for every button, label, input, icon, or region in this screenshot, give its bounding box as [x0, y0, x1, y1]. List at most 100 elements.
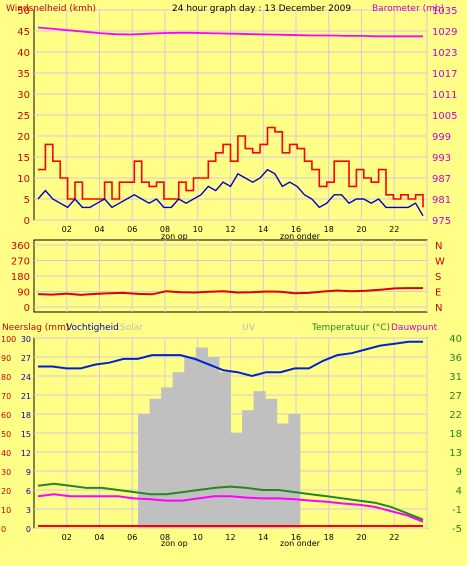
x-tick-label: 20: [356, 533, 366, 542]
y-tick-left: 60: [1, 411, 11, 420]
humidity-axis-title: Vochtigheid: [66, 323, 119, 333]
y-tick-left: 0: [24, 216, 30, 227]
wind-direction-line: [37, 287, 423, 296]
solar-label: Solar: [120, 323, 143, 333]
temperature-axis-title: Temperatuur (°C): [311, 323, 390, 333]
x-tick-label: 14: [258, 225, 268, 234]
y-tick-right: 993: [432, 153, 451, 164]
y-tick-right: 975: [432, 216, 451, 227]
uv-label: UV: [242, 323, 256, 333]
solar-bar: [195, 347, 208, 528]
y-tick-right: 13: [449, 448, 462, 459]
y-tick-right: 987: [432, 174, 451, 185]
solar-bar: [218, 372, 231, 528]
y-tick-left: 40: [17, 48, 30, 59]
x-tick-label: 06: [127, 533, 137, 542]
x-tick-label: 14: [258, 533, 268, 542]
x-tick-label: 10: [193, 225, 203, 234]
y-tick-right: -5: [452, 524, 462, 535]
y-tick-right: 1035: [432, 6, 457, 17]
solar-bar: [161, 387, 174, 528]
y-tick-right: 1029: [432, 27, 457, 38]
solar-bar: [207, 357, 220, 528]
y-tick-left: 270: [11, 257, 30, 268]
x-tick-label: 04: [94, 533, 104, 542]
y-tick-right: N: [435, 241, 442, 252]
y-tick-left2: 21: [21, 392, 31, 401]
x-tick-label: 12: [225, 225, 235, 234]
y-tick-left2: 9: [26, 468, 31, 477]
y-tick-left: 25: [17, 111, 30, 122]
y-tick-right: W: [435, 257, 445, 268]
y-tick-left2: 0: [26, 525, 31, 534]
y-tick-right: -1: [452, 505, 462, 516]
y-tick-left: 45: [17, 27, 30, 38]
y-tick-left2: 15: [21, 430, 31, 439]
sunrise-label-bottom: zon op: [161, 539, 188, 548]
x-tick-label: 16: [291, 225, 301, 234]
y-tick-left: 20: [1, 487, 11, 496]
y-tick-left: 20: [17, 132, 30, 143]
solar-bar: [265, 398, 278, 528]
x-tick-label: 18: [324, 533, 334, 542]
y-tick-right: 40: [449, 334, 462, 345]
y-tick-right: 1005: [432, 111, 457, 122]
y-tick-right: 1023: [432, 48, 457, 59]
y-tick-left2: 3: [26, 506, 31, 515]
y-tick-left: 0: [24, 303, 30, 314]
y-tick-right: 31: [449, 372, 462, 383]
x-tick-label: 12: [225, 533, 235, 542]
y-tick-left2: 24: [21, 373, 31, 382]
x-tick-label: 02: [62, 533, 72, 542]
x-tick-label: 08: [160, 225, 170, 234]
y-tick-left: 0: [1, 525, 6, 534]
y-tick-right: 1011: [432, 90, 457, 101]
solar-bar: [288, 414, 301, 528]
y-tick-left: 15: [17, 153, 30, 164]
y-tick-right: 1017: [432, 69, 457, 80]
y-tick-left: 10: [1, 506, 11, 515]
x-tick-label: 16: [291, 533, 301, 542]
y-tick-left: 360: [11, 241, 30, 252]
solar-bar: [138, 414, 151, 528]
y-tick-left: 50: [17, 6, 30, 17]
y-tick-right: 36: [449, 353, 462, 364]
solar-bar: [184, 357, 197, 528]
dewpoint-line: [37, 493, 424, 523]
y-tick-right: S: [435, 272, 441, 283]
barometer-line: [37, 26, 423, 38]
x-tick-label: 08: [160, 533, 170, 542]
series-lines: [37, 26, 424, 527]
y-tick-left: 50: [1, 430, 11, 439]
solar-bar: [230, 433, 243, 528]
y-tick-left: 100: [1, 335, 16, 344]
y-tick-left: 30: [1, 468, 11, 477]
rain-axis-title: Neerslag (mm): [2, 323, 69, 333]
x-tick-label: 18: [324, 225, 334, 234]
y-tick-right: 4: [456, 486, 462, 497]
y-tick-left: 30: [17, 90, 30, 101]
y-tick-left2: 18: [21, 411, 31, 420]
sunset-label-bottom: zon onder: [280, 539, 321, 548]
solar-bar: [172, 372, 185, 528]
y-tick-left: 80: [1, 373, 11, 382]
y-tick-right: 981: [432, 195, 451, 206]
y-tick-left: 180: [11, 272, 30, 283]
y-tick-left2: 6: [26, 487, 31, 496]
y-tick-right: N: [435, 303, 442, 314]
y-tick-left2: 12: [21, 449, 31, 458]
y-tick-right: 18: [449, 429, 462, 440]
x-tick-label: 02: [62, 225, 72, 234]
solar-bar: [242, 410, 255, 528]
chart-title: 24 hour graph day : 13 December 2009: [172, 4, 351, 14]
x-tick-label: 20: [356, 225, 366, 234]
y-tick-left: 70: [1, 392, 11, 401]
dewpoint-axis-title: Dauwpunt: [391, 323, 438, 333]
y-tick-right: 22: [449, 410, 462, 421]
y-tick-left: 35: [17, 69, 30, 80]
y-tick-left: 10: [17, 174, 30, 185]
y-tick-right: 9: [456, 467, 462, 478]
y-tick-left2: 27: [21, 354, 31, 363]
